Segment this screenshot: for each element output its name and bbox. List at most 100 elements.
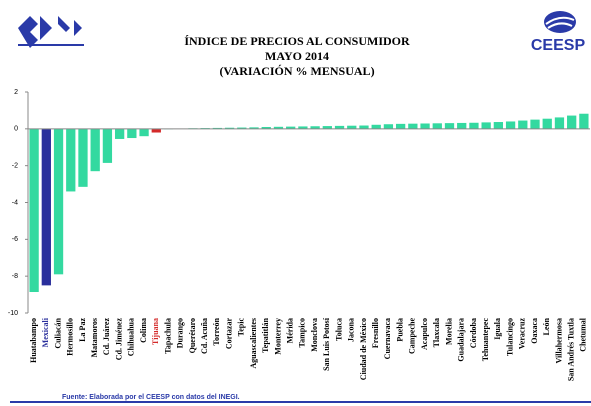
x-tick-label: Fresnillo: [371, 318, 380, 348]
bar: [457, 122, 467, 129]
bar: [78, 128, 88, 187]
bar: [493, 122, 504, 129]
ceesp-logo: CEESP: [531, 11, 586, 54]
title-line: (VARIACIÓN % MENSUAL): [219, 64, 374, 78]
bar: [432, 123, 442, 129]
x-tick-label: La Paz: [78, 318, 87, 342]
bar: [347, 125, 357, 129]
x-tick-label: Chihuahua: [127, 318, 136, 356]
x-tick-label: Tepatitlán: [261, 317, 270, 352]
x-tick-label: Guadalajara: [457, 318, 466, 362]
bar: [395, 123, 406, 129]
bar: [408, 123, 418, 129]
x-tick-label: Durango: [176, 318, 185, 348]
logo-text: CEESP: [531, 37, 586, 54]
x-tick-label: Colima: [139, 318, 148, 343]
x-tick-label: Mérida: [286, 318, 295, 343]
bar: [334, 125, 345, 129]
x-tick-label: Culiacán: [53, 317, 62, 348]
bar: [139, 128, 149, 137]
bar: [310, 126, 320, 129]
bar: [66, 128, 76, 192]
x-tick-label: Oaxaca: [530, 318, 539, 344]
bar: [261, 126, 271, 129]
x-tick-label: Acapulco: [420, 318, 429, 350]
bar: [518, 120, 528, 129]
y-tick-label: -4: [12, 199, 18, 206]
bar: [273, 126, 284, 129]
bar: [444, 123, 455, 129]
x-tick-label: Tapachula: [163, 318, 172, 354]
bar: [53, 128, 64, 275]
x-tick-label: Campeche: [408, 318, 417, 354]
bar: [542, 118, 552, 129]
x-tick-label: Iguala: [493, 318, 502, 340]
x-tick-label: León: [542, 317, 551, 335]
bar: [481, 122, 491, 129]
bar: [530, 119, 540, 129]
x-tick-label: Cd. Jiménez: [114, 318, 123, 361]
x-tick-label: Tijuana: [151, 318, 160, 345]
x-tick-label: Chetumal: [579, 317, 588, 352]
x-tick-label: Córdoba: [469, 318, 478, 348]
x-tick-label: Tlaxcala: [432, 318, 441, 347]
x-tick-label: Puebla: [395, 318, 404, 342]
bar: [114, 128, 125, 139]
bar: [298, 126, 308, 129]
bar: [371, 124, 381, 129]
bar: [579, 113, 589, 129]
bar: [90, 128, 100, 172]
x-tick-label: Cd. Juárez: [102, 318, 111, 356]
x-tick-label: Tehuantepec: [481, 318, 490, 362]
bar: [567, 115, 577, 129]
bar: [29, 128, 39, 293]
bar: [505, 121, 516, 129]
x-tick-label: Cortazar: [224, 318, 233, 350]
bar: [286, 126, 296, 129]
x-tick-label: Cd. Acuña: [200, 318, 209, 354]
cce-logo: [18, 16, 84, 48]
bar: [127, 128, 137, 139]
x-tick-label: Querétaro: [188, 318, 197, 353]
bar: [554, 117, 565, 129]
bar: [383, 124, 394, 129]
x-tick-label: Jacona: [347, 318, 356, 342]
footer-rule: [10, 401, 591, 403]
x-tick-label: Tampico: [298, 318, 307, 348]
bar: [359, 125, 369, 129]
source-note: Fuente: Elaborada por el CEESP con datos…: [62, 394, 240, 401]
x-tick-label: Huatabampo: [29, 318, 38, 363]
x-tick-label: Aguascalientes: [249, 318, 258, 369]
x-tick-label: San Andrés Tuxtla: [567, 318, 576, 381]
x-tick-label: Cuernavaca: [383, 318, 392, 359]
x-tick-label: Veracruz: [518, 318, 527, 350]
bar: [41, 128, 51, 286]
x-tick-label: Monclova: [310, 318, 319, 352]
bar: [224, 127, 235, 129]
y-tick-label: -10: [8, 310, 18, 317]
y-tick-label: -2: [12, 163, 18, 170]
x-tick-label: Morelia: [444, 318, 453, 345]
bar: [249, 127, 259, 129]
x-tick-label: San Luis Potosí: [322, 317, 331, 371]
x-tick-label: Villahermosa: [554, 318, 563, 363]
x-tick-label: Monterrey: [273, 318, 282, 355]
y-tick-label: 0: [14, 126, 18, 133]
y-tick-label: 2: [14, 89, 18, 96]
x-tick-label: Mexicali: [41, 317, 50, 347]
y-tick-label: -6: [12, 236, 18, 243]
x-tick-label: Tulancingo: [505, 318, 514, 356]
x-tick-label: Ciudad de México: [359, 318, 368, 380]
x-tick-label: Tepic: [237, 318, 246, 337]
title-line: ÍNDICE DE PRECIOS AL CONSUMIDOR: [184, 34, 410, 48]
bar: [151, 128, 161, 133]
x-tick-label: Torreón: [212, 317, 221, 345]
bar: [237, 127, 247, 129]
bar: [322, 126, 332, 129]
bar: [420, 123, 430, 129]
bar: [102, 128, 113, 163]
x-tick-label: Toluca: [334, 318, 343, 341]
x-tick-label: Hermosillo: [66, 318, 75, 356]
